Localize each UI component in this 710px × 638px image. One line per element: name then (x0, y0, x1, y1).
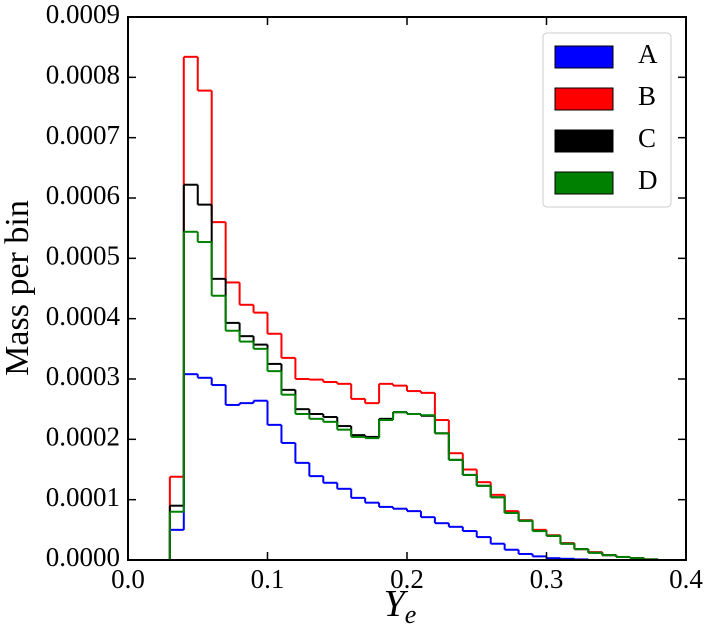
legend-label: D (638, 165, 658, 195)
y-axis-label: Mass per bin (0, 200, 36, 376)
legend-swatch (554, 87, 614, 111)
x-tick-label: 0.0 (111, 564, 145, 594)
y-tick-label: 0.0006 (46, 180, 120, 210)
x-tick-label: 0.4 (669, 564, 703, 594)
x-axis-label-main: Y (384, 583, 409, 625)
y-tick-label: 0.0003 (46, 361, 120, 391)
legend-swatch (554, 171, 614, 195)
legend-box (542, 32, 672, 208)
x-axis-label: Ye (384, 583, 417, 629)
y-tick-label: 0.0002 (46, 422, 120, 452)
y-tick-label: 0.0000 (46, 542, 120, 572)
legend-label: B (638, 81, 656, 111)
legend-swatch (554, 45, 614, 69)
y-tick-label: 0.0005 (46, 241, 120, 271)
x-axis-label-subscript: e (405, 600, 417, 629)
y-tick-label: 0.0009 (46, 0, 120, 29)
y-tick-label: 0.0008 (46, 60, 120, 90)
y-tick-label: 0.0004 (46, 301, 121, 331)
legend-label: C (638, 123, 656, 153)
x-tick-label: 0.3 (530, 564, 564, 594)
y-tick-label: 0.0001 (46, 482, 120, 512)
legend-swatch (554, 129, 614, 153)
y-tick-label: 0.0007 (46, 120, 120, 150)
legend-label: A (638, 39, 658, 69)
x-tick-label: 0.1 (251, 564, 285, 594)
x-tick-label: 0.2 (390, 564, 424, 594)
